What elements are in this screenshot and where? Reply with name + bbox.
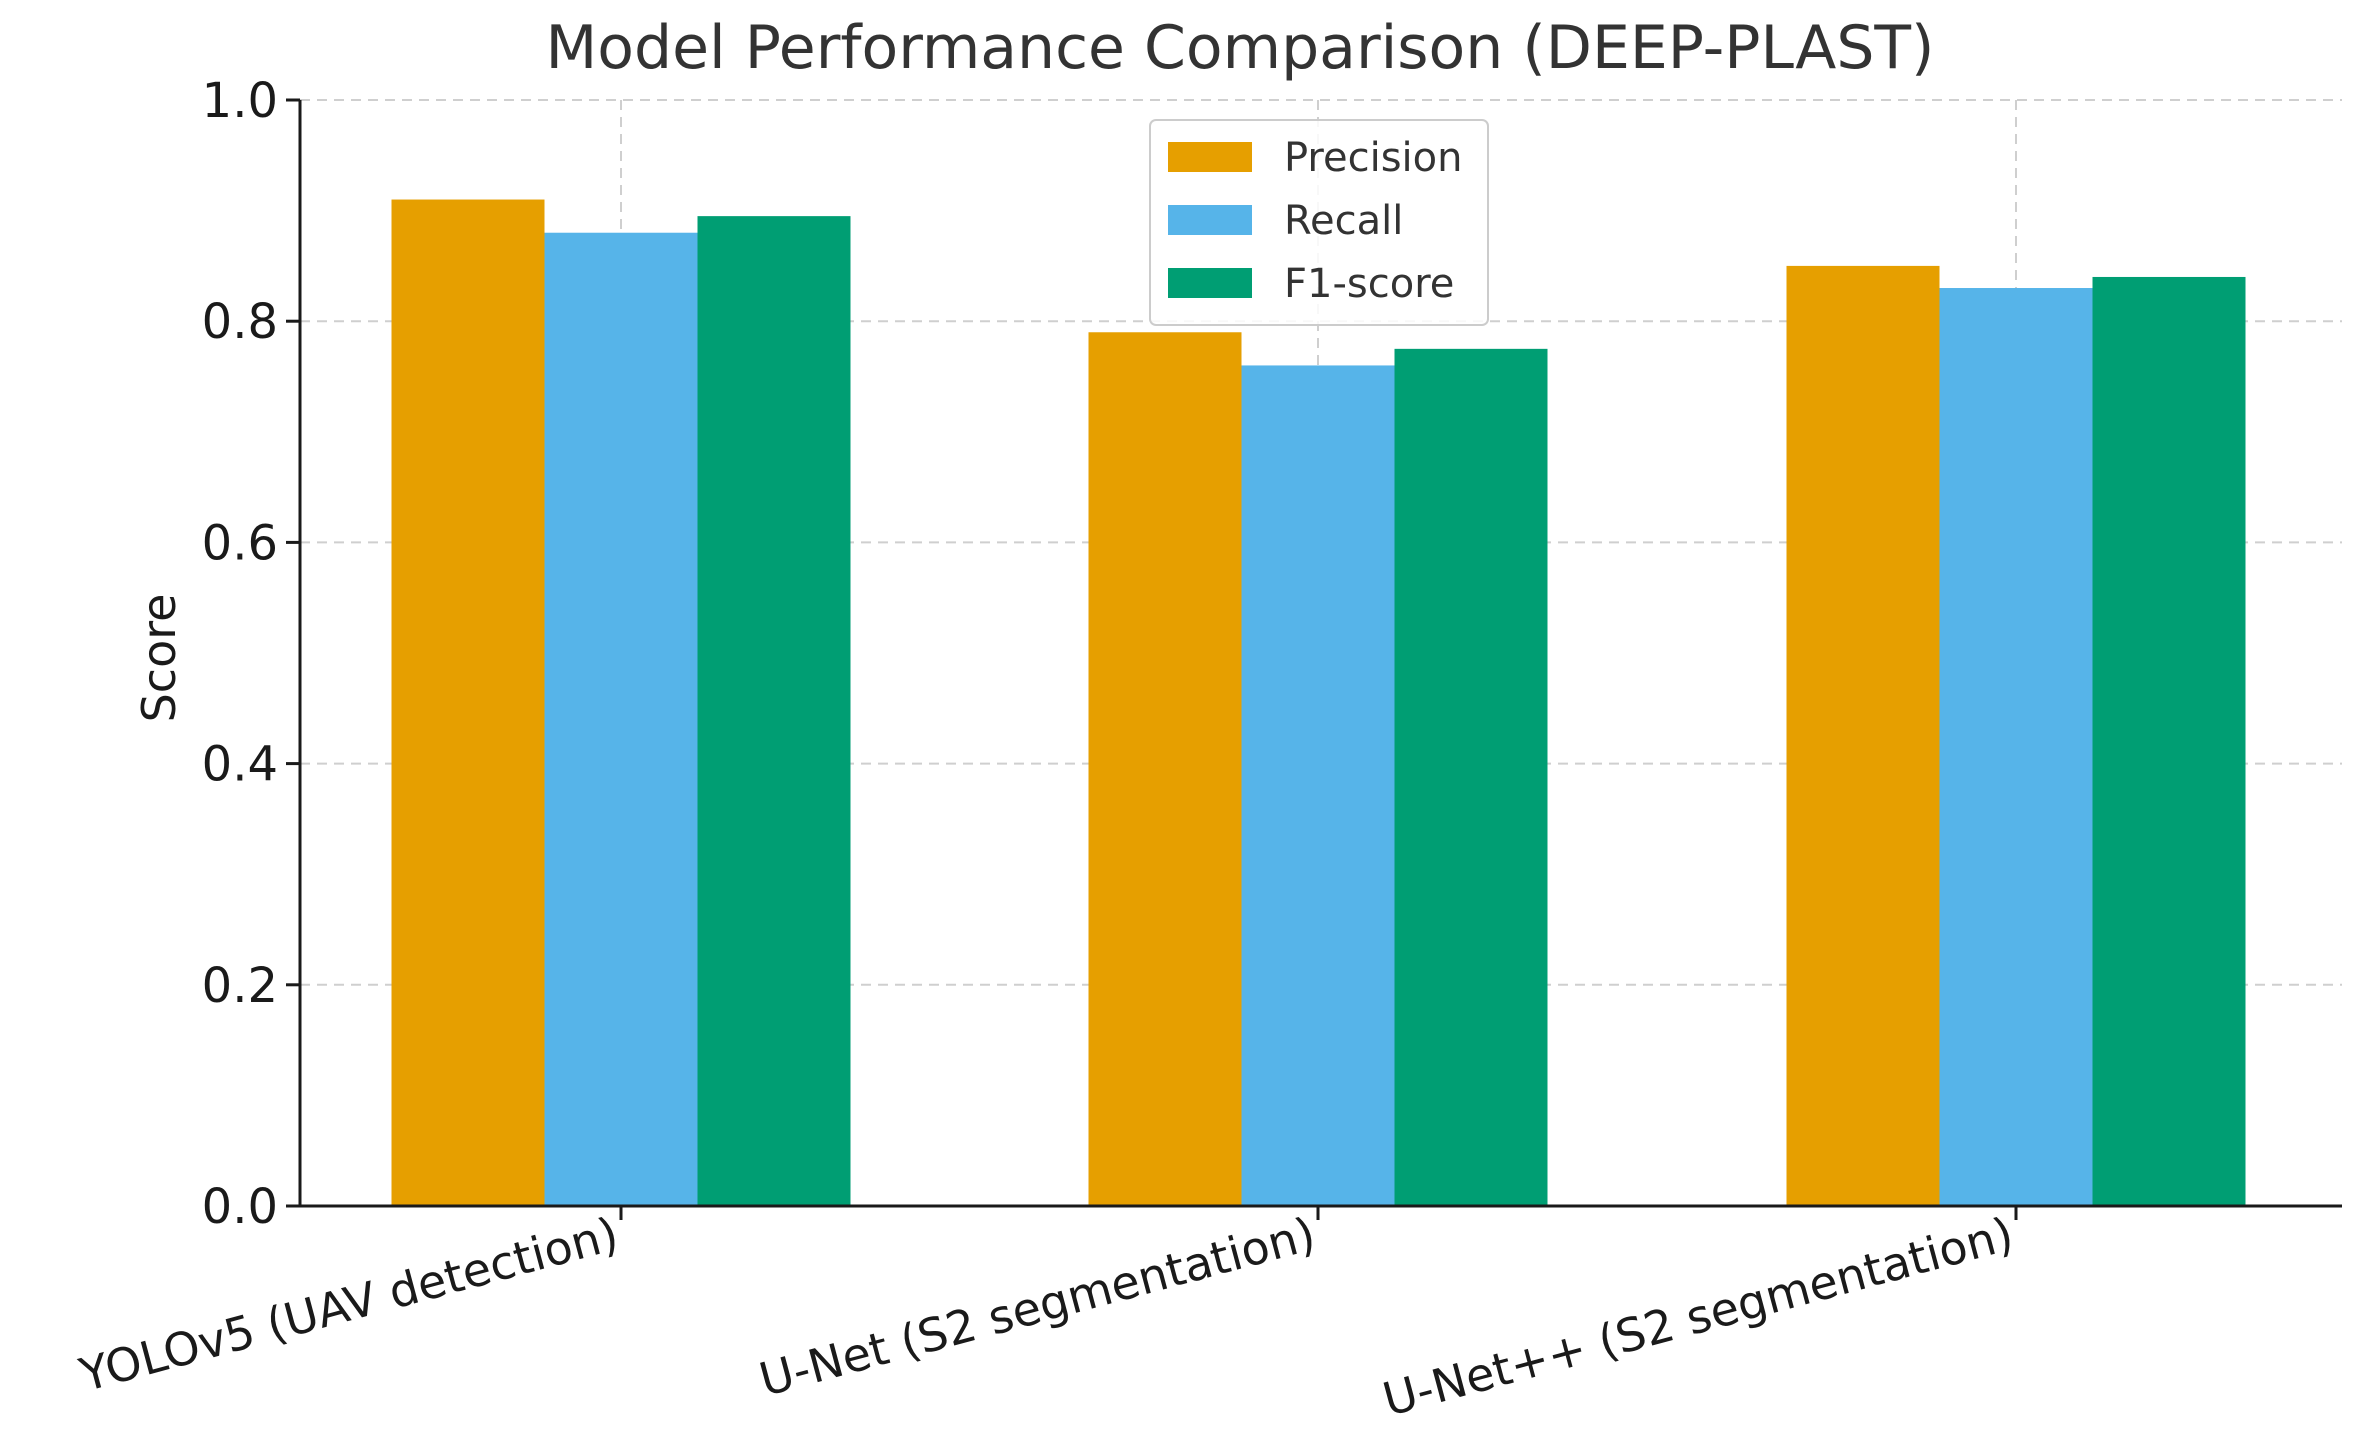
bar-precision-0 [391, 199, 545, 1207]
legend-label: Recall [1284, 198, 1403, 244]
bar-precision-1 [1088, 332, 1242, 1206]
legend-swatch [1168, 142, 1252, 172]
bar-recall-2 [1939, 288, 2093, 1206]
y-tick-label: 1.0 [202, 73, 278, 129]
legend-label: F1-score [1284, 261, 1454, 307]
y-tick-label: 0.2 [202, 958, 278, 1014]
y-tick-label: 0.4 [202, 737, 278, 793]
bar-precision-2 [1786, 265, 1940, 1206]
bar-recall-0 [544, 232, 698, 1207]
legend-swatch [1168, 268, 1252, 298]
bar-f1-score-1 [1394, 348, 1548, 1207]
bar-recall-1 [1241, 365, 1395, 1206]
bar-f1-score-2 [2092, 276, 2246, 1207]
chart-title: Model Performance Comparison (DEEP-PLAST… [546, 13, 1935, 83]
y-tick-label: 0.6 [202, 515, 278, 571]
x-category-label: YOLOv5 (UAV detection) [73, 1206, 624, 1402]
legend: Precision Recall F1-score [1149, 119, 1489, 326]
y-axis-label: Score [132, 594, 186, 723]
x-category-labels: YOLOv5 (UAV detection) U-Net (S2 segmenta… [73, 1206, 2019, 1427]
y-tick-label: 0.0 [202, 1179, 278, 1235]
y-tick-labels: 0.0 0.2 0.4 0.6 0.8 1.0 [202, 73, 300, 1235]
legend-label: Precision [1284, 135, 1462, 181]
bar-f1-score-0 [697, 216, 851, 1206]
axes [298, 100, 2342, 1208]
x-category-label: U-Net++ (S2 segmentation) [1377, 1206, 2019, 1426]
legend-swatch [1168, 205, 1252, 235]
bars [391, 199, 2246, 1207]
x-category-label: U-Net (S2 segmentation) [754, 1206, 1321, 1406]
y-tick-label: 0.8 [202, 294, 278, 350]
